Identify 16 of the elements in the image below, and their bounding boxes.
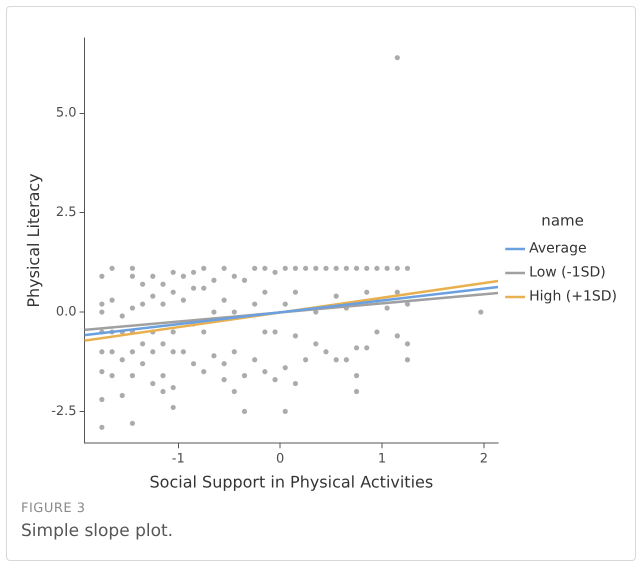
caption: FIGURE 3 bbox=[21, 501, 86, 516]
y-tick-label: 5.0 bbox=[56, 106, 77, 121]
y-tick-label: -2.5 bbox=[51, 404, 77, 419]
text: Simple slope plot. bbox=[21, 521, 174, 541]
y-tick-label: 2.5 bbox=[56, 205, 77, 220]
legend-title: name bbox=[541, 211, 584, 230]
x-axis-title: Social Support in Physical Activities bbox=[150, 472, 434, 492]
legend-label: Low (-1SD) bbox=[529, 264, 606, 281]
x-tick-label: 0 bbox=[276, 451, 284, 466]
legend-label: High (+1SD) bbox=[529, 288, 618, 305]
y-tick-label: 0.0 bbox=[56, 304, 77, 320]
x-tick-label: -1 bbox=[172, 451, 185, 466]
x-tick-label: 2 bbox=[480, 451, 488, 466]
legend-label: Average bbox=[529, 240, 587, 257]
y-axis-title: Physical Literacy bbox=[24, 173, 43, 308]
x-tick-label: 1 bbox=[378, 451, 386, 466]
